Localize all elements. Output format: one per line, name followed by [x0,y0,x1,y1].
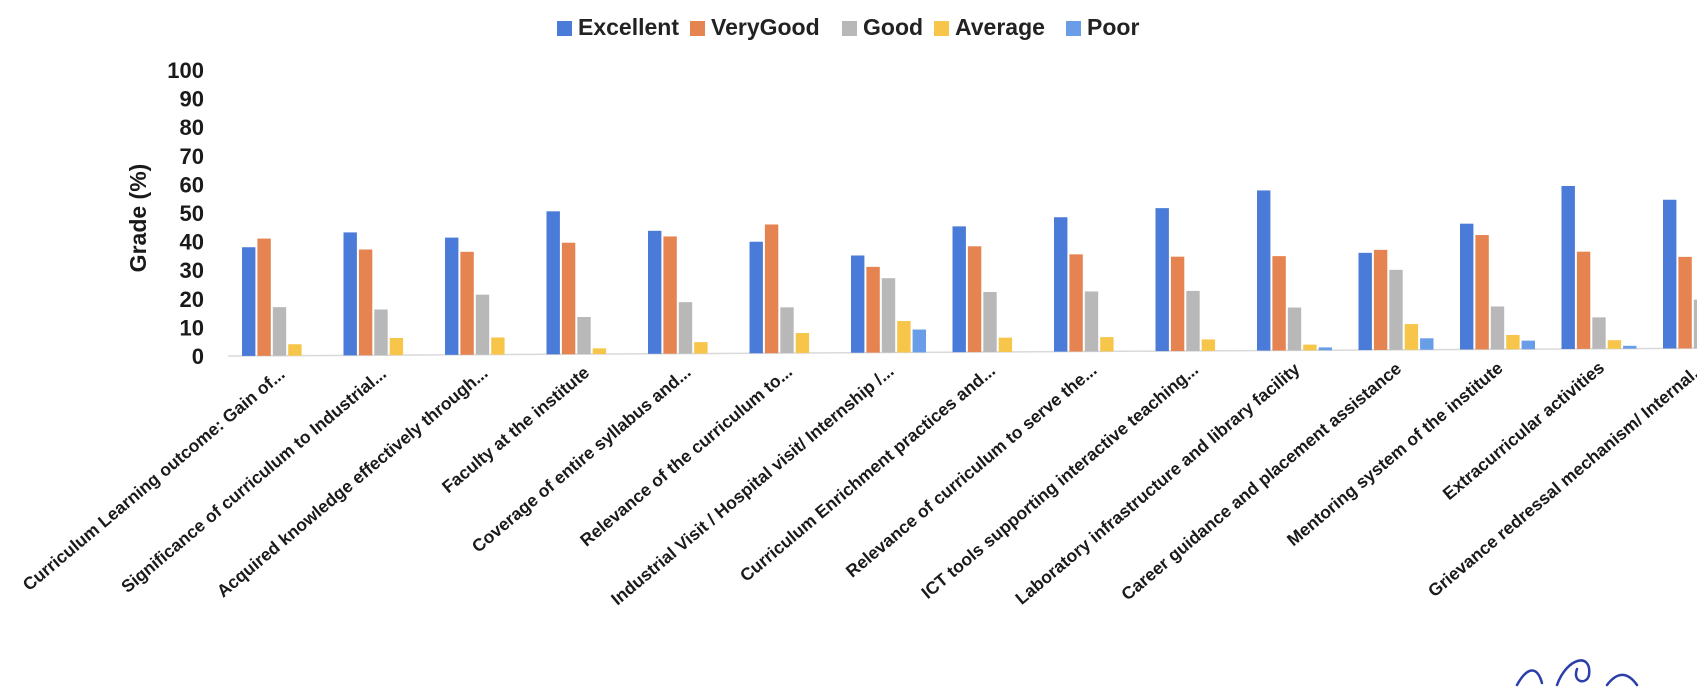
legend: Excellent VeryGood Good Average Poor [557,14,1139,40]
legend-label-verygood: VeryGood [711,14,820,40]
bar-verygood [358,249,373,356]
bars [242,185,1697,356]
bar-verygood [663,236,677,354]
y-tick-label: 60 [180,172,204,197]
legend-label-good: Good [863,14,923,40]
bar-excellent [648,230,662,354]
y-tick-label: 40 [180,230,204,255]
bar-verygood [1475,235,1489,350]
bar-excellent [952,226,966,353]
legend-label-average: Average [955,14,1045,40]
bar-average [897,321,911,353]
bar-good [780,307,794,354]
legend-label-poor: Poor [1087,14,1139,40]
y-tick-label: 70 [180,144,204,169]
bar-average [592,348,607,355]
bar-verygood [561,242,576,355]
y-axis: 0 10 20 30 40 50 60 70 80 90 100 [167,58,204,369]
x-category-label: Coverage of entire syllabus and... [468,362,695,557]
bar-good [1084,291,1099,352]
bar-verygood [1170,256,1185,352]
y-tick-label: 30 [180,258,204,283]
bar-verygood [866,266,880,353]
bar-good [1287,307,1302,351]
bar-verygood [1373,249,1388,350]
bar-excellent [1155,208,1169,352]
bar-average [1201,339,1216,351]
bar-average [491,337,505,355]
bar-excellent [1561,185,1575,349]
bar-verygood [257,238,271,356]
bar-good [881,278,896,353]
bar-excellent [1257,190,1271,351]
bar-good [1186,290,1200,351]
bar-good [577,316,591,355]
signature-scribble [1515,659,1639,687]
bar-excellent [1663,199,1677,349]
legend-swatch-average [934,21,949,36]
bar-average [1303,344,1317,351]
bar-poor [1318,347,1332,351]
bar-excellent [749,241,763,354]
y-tick-label: 100 [167,58,204,83]
bar-excellent [851,255,865,353]
bar-excellent [1358,252,1372,351]
bar-good [272,307,287,356]
bar-average [288,344,302,356]
bar-verygood [1678,256,1692,349]
x-category-label: Mentoring system of the institute [1283,358,1507,550]
bar-excellent [343,232,357,356]
bar-verygood [1272,256,1286,351]
bar-average [1100,337,1114,352]
y-tick-label: 10 [180,315,204,340]
bar-average [1506,334,1520,350]
legend-label-excellent: Excellent [578,14,679,40]
bar-verygood [460,251,474,355]
bar-average [998,337,1013,352]
bar-excellent [1054,217,1068,352]
legend-swatch-good [842,21,857,36]
bar-poor [1521,340,1535,350]
bar-verygood [1576,251,1591,349]
legend-swatch-poor [1066,21,1081,36]
y-tick-label: 90 [180,87,204,112]
bar-verygood [967,246,982,353]
bar-good [475,294,490,355]
bar-poor [1623,345,1637,349]
y-tick-label: 20 [180,287,204,312]
bar-good [1693,299,1697,349]
bar-average [795,332,810,354]
bar-excellent [242,247,256,356]
bar-good [1592,317,1606,349]
bar-good [374,309,388,356]
bar-excellent [546,211,560,355]
bar-poor [912,329,926,353]
bar-average [694,342,708,354]
bar-poor [1420,338,1434,350]
bar-excellent [1460,223,1474,350]
bar-good [678,302,693,354]
bar-verygood [1069,254,1083,352]
x-category-label: Extracurricular activities [1439,357,1609,504]
bar-good [1490,306,1505,350]
y-tick-label: 0 [192,344,204,369]
y-tick-label: 50 [180,201,204,226]
bar-good [1389,269,1403,350]
bar-average [1607,340,1622,349]
bar-verygood [764,224,779,354]
legend-swatch-verygood [690,21,705,36]
legend-swatch-excellent [557,21,572,36]
y-tick-label: 80 [180,115,204,140]
bar-average [389,337,404,356]
bar-average [1404,324,1419,350]
x-category-label: Relevance of the curriculum to... [576,361,796,550]
bar-excellent [445,237,459,355]
y-axis-title: Grade (%) [125,164,151,273]
category-labels: Curriculum Learning outcome: Gain of...S… [19,357,1697,609]
bar-good [983,291,997,353]
